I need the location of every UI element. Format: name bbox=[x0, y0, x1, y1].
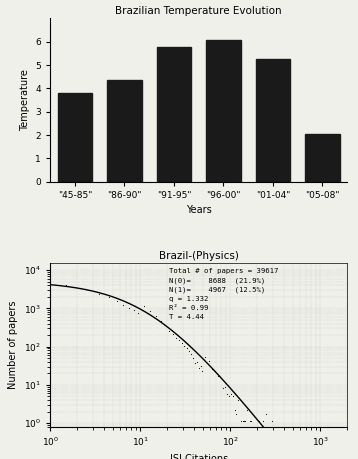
Point bbox=[256, 417, 262, 425]
Bar bbox=[256, 59, 290, 182]
Point bbox=[212, 367, 218, 375]
Bar bbox=[305, 134, 340, 182]
Point bbox=[222, 383, 228, 390]
Point bbox=[238, 417, 244, 425]
Point bbox=[114, 297, 120, 304]
Point bbox=[120, 301, 126, 308]
Point bbox=[205, 358, 211, 365]
Point bbox=[237, 429, 242, 436]
Point bbox=[224, 391, 230, 398]
Point bbox=[131, 307, 137, 314]
Point bbox=[220, 384, 226, 391]
Point bbox=[188, 351, 194, 358]
Y-axis label: Temperature: Temperature bbox=[20, 69, 30, 131]
Point bbox=[196, 364, 202, 372]
Bar bbox=[156, 47, 191, 182]
Point bbox=[217, 373, 223, 381]
Point bbox=[83, 285, 89, 293]
Point bbox=[194, 358, 200, 365]
Point bbox=[173, 334, 179, 341]
Point bbox=[235, 397, 241, 404]
Point bbox=[228, 391, 234, 398]
Point bbox=[233, 411, 239, 418]
Point bbox=[269, 417, 275, 425]
Point bbox=[63, 281, 69, 288]
Point bbox=[240, 417, 246, 425]
Point bbox=[263, 411, 269, 418]
Point bbox=[96, 290, 102, 297]
Point bbox=[141, 302, 147, 310]
Point bbox=[193, 359, 198, 366]
Point bbox=[184, 344, 190, 351]
Point bbox=[245, 429, 251, 436]
Point bbox=[248, 417, 254, 425]
Title: Brazil-(Physics): Brazil-(Physics) bbox=[159, 251, 239, 261]
Point bbox=[153, 313, 159, 320]
Point bbox=[158, 317, 164, 325]
Point bbox=[170, 330, 175, 338]
Point bbox=[250, 429, 256, 436]
Point bbox=[247, 417, 253, 425]
Point bbox=[266, 429, 272, 436]
Bar bbox=[58, 93, 92, 182]
Text: Total # of papers = 39617
N(0)=    8688  (21.9%)
N(1)=    4967  (12.5%)
q = 1.33: Total # of papers = 39617 N(0)= 8688 (21… bbox=[169, 269, 279, 320]
Point bbox=[260, 417, 266, 425]
Point bbox=[106, 293, 112, 301]
Y-axis label: Number of papers: Number of papers bbox=[8, 301, 18, 389]
Point bbox=[242, 417, 248, 425]
X-axis label: Years: Years bbox=[186, 205, 212, 215]
Point bbox=[179, 339, 185, 347]
Bar bbox=[206, 40, 241, 182]
Point bbox=[271, 429, 277, 436]
Point bbox=[147, 308, 153, 315]
Point bbox=[215, 372, 221, 380]
Point bbox=[241, 417, 247, 425]
Point bbox=[232, 406, 238, 413]
Title: Brazilian Temperature Evolution: Brazilian Temperature Evolution bbox=[115, 6, 282, 16]
Point bbox=[230, 392, 236, 400]
X-axis label: ISI Citations: ISI Citations bbox=[170, 454, 228, 459]
Point bbox=[253, 429, 258, 436]
Point bbox=[176, 336, 182, 344]
Point bbox=[186, 347, 192, 354]
Point bbox=[163, 322, 168, 329]
Point bbox=[182, 342, 187, 350]
Point bbox=[244, 406, 250, 413]
Point bbox=[202, 353, 208, 361]
Point bbox=[166, 328, 172, 335]
Point bbox=[198, 362, 203, 369]
Bar bbox=[107, 80, 142, 182]
Point bbox=[199, 368, 205, 375]
Point bbox=[226, 392, 232, 400]
Point bbox=[209, 366, 215, 373]
Point bbox=[190, 354, 196, 362]
Point bbox=[135, 310, 141, 317]
Point bbox=[126, 304, 132, 312]
Point bbox=[251, 429, 257, 436]
